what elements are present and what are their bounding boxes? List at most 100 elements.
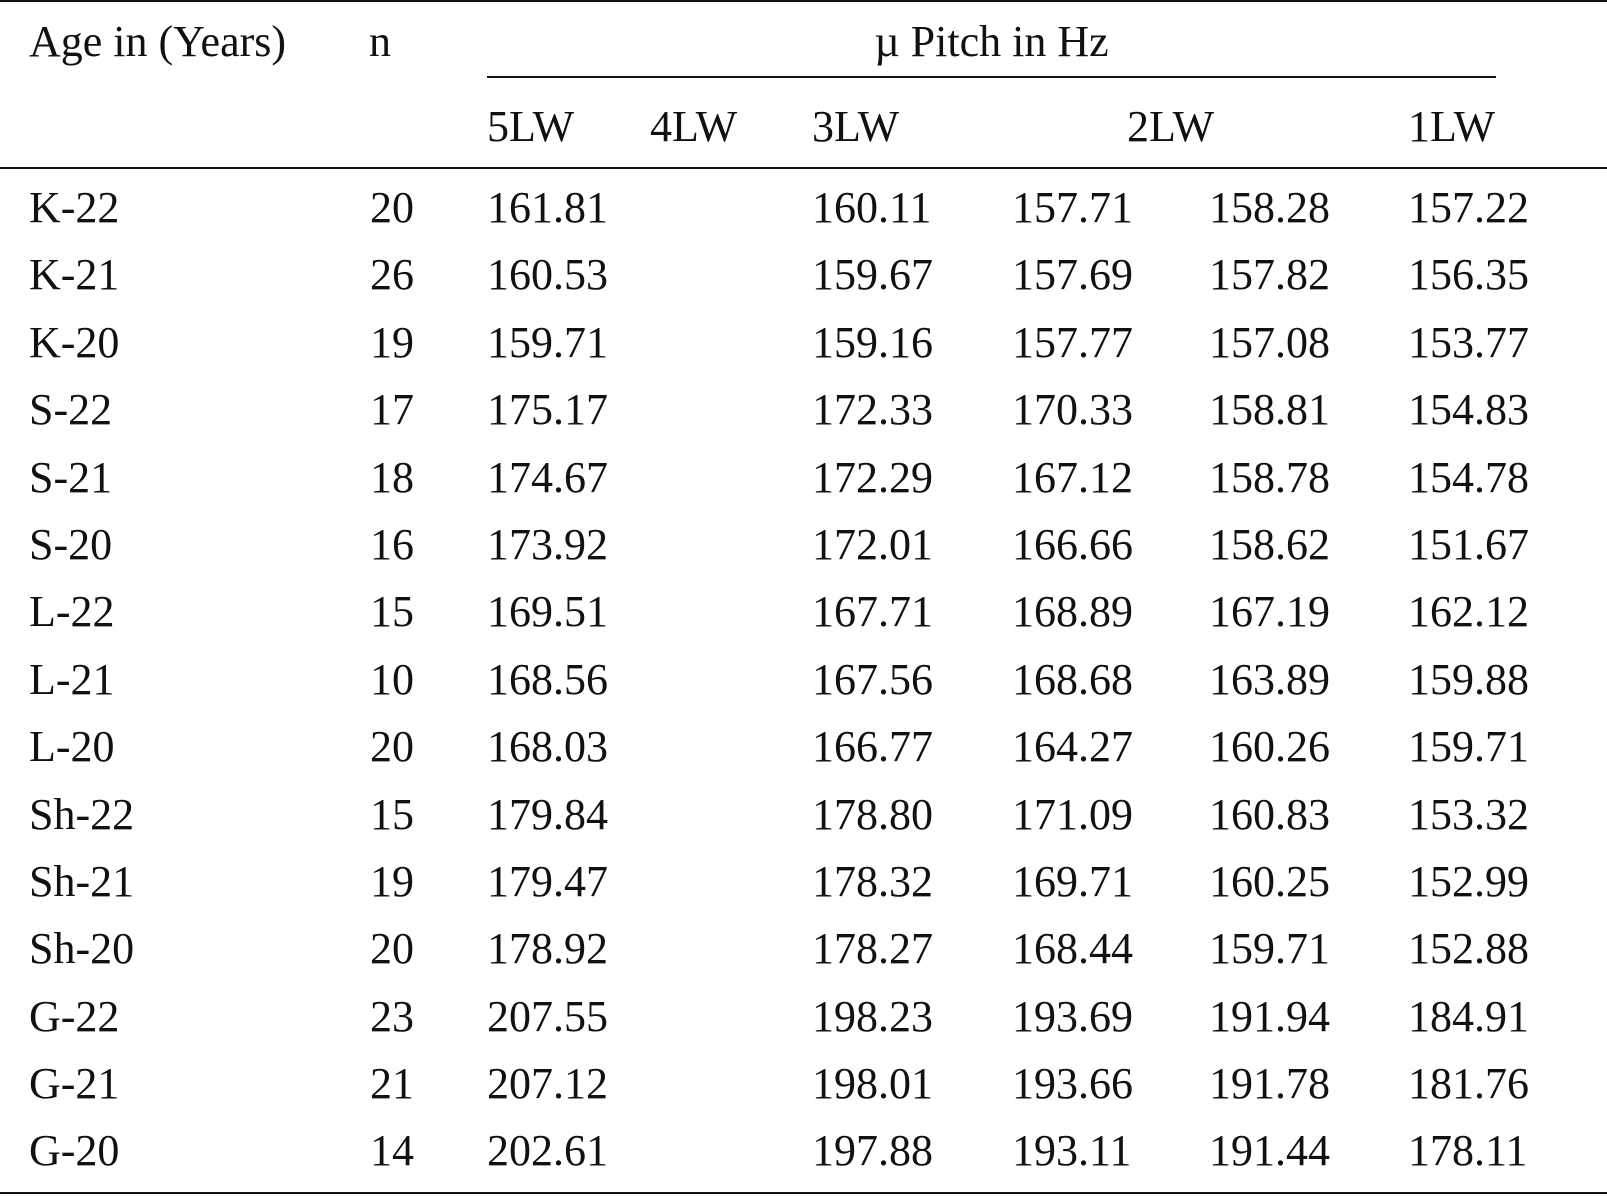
- cell-2lw-b: 158.78: [1209, 452, 1330, 502]
- header-pitch-group: µ Pitch in Hz: [874, 17, 1109, 66]
- table-row: G-22 23 207.55 198.23 193.69 191.94 184.…: [0, 989, 1607, 1056]
- cell-1lw: 151.67: [1408, 519, 1529, 569]
- cell-2lw-b: 159.71: [1209, 924, 1330, 974]
- cell-2lw-b: 157.08: [1209, 317, 1330, 367]
- cell-3lw: 178.32: [812, 856, 933, 906]
- cell-2lw-a: 170.33: [1012, 385, 1133, 435]
- cell-3lw: 172.01: [812, 519, 933, 569]
- cell-2lw-a: 168.89: [1012, 587, 1133, 637]
- cell-5lw: 179.47: [487, 856, 608, 906]
- cell-2lw-a: 193.11: [1012, 1126, 1132, 1176]
- cell-age: K-22: [29, 183, 120, 232]
- cell-5lw: 169.51: [487, 587, 608, 637]
- cell-5lw: 168.03: [487, 722, 608, 772]
- bottom-rule: [0, 1192, 1607, 1194]
- cell-1lw: 154.78: [1408, 452, 1529, 502]
- subheader-2lw: 2LW: [1127, 102, 1215, 151]
- cell-2lw-a: 169.71: [1012, 856, 1133, 906]
- cell-2lw-b: 157.82: [1209, 250, 1330, 300]
- cell-3lw: 167.56: [812, 654, 933, 704]
- cell-n: 20: [370, 722, 414, 772]
- cell-3lw: 178.27: [812, 924, 933, 974]
- cell-n: 19: [370, 317, 414, 367]
- cell-5lw: 202.61: [487, 1126, 608, 1176]
- cell-5lw: 207.55: [487, 991, 608, 1041]
- cell-age: G-20: [29, 1126, 120, 1176]
- cell-3lw: 160.11: [812, 183, 932, 232]
- cell-2lw-b: 163.89: [1209, 654, 1330, 704]
- cell-2lw-b: 191.78: [1209, 1059, 1330, 1109]
- cell-5lw: 168.56: [487, 654, 608, 704]
- subheader-4lw: 4LW: [650, 102, 738, 151]
- subheader-1lw: 1LW: [1408, 102, 1496, 151]
- table-row: L-21 10 168.56 167.56 168.68 163.89 159.…: [0, 652, 1607, 719]
- cell-n: 18: [370, 452, 414, 502]
- table-row: S-22 17 175.17 172.33 170.33 158.81 154.…: [0, 382, 1607, 449]
- cell-5lw: 160.53: [487, 250, 608, 300]
- cell-2lw-b: 191.44: [1209, 1126, 1330, 1176]
- subheader-5lw: 5LW: [487, 102, 575, 151]
- cell-2lw-a: 193.66: [1012, 1059, 1133, 1109]
- cell-2lw-a: 157.71: [1012, 183, 1133, 232]
- cell-n: 16: [370, 519, 414, 569]
- header-rule: [0, 167, 1607, 169]
- cell-age: L-22: [29, 587, 115, 637]
- cell-age: G-22: [29, 991, 120, 1041]
- header-n: n: [369, 17, 391, 66]
- cell-1lw: 184.91: [1408, 991, 1529, 1041]
- table-row: L-22 15 169.51 167.71 168.89 167.19 162.…: [0, 584, 1607, 651]
- cell-2lw-b: 158.62: [1209, 519, 1330, 569]
- cell-2lw-a: 193.69: [1012, 991, 1133, 1041]
- cell-age: Sh-21: [29, 856, 135, 906]
- cell-age: K-21: [29, 250, 120, 300]
- cell-1lw: 181.76: [1408, 1059, 1529, 1109]
- cell-3lw: 178.80: [812, 789, 933, 839]
- table-row: G-21 21 207.12 198.01 193.66 191.78 181.…: [0, 1056, 1607, 1123]
- table-row: L-20 20 168.03 166.77 164.27 160.26 159.…: [0, 719, 1607, 786]
- cell-1lw: 153.77: [1408, 317, 1529, 367]
- cell-3lw: 198.01: [812, 1059, 933, 1109]
- cell-2lw-a: 168.44: [1012, 924, 1133, 974]
- cell-age: L-21: [29, 654, 115, 704]
- cell-age: G-21: [29, 1059, 120, 1109]
- cell-3lw: 172.29: [812, 452, 933, 502]
- cell-n: 26: [370, 250, 414, 300]
- cell-5lw: 159.71: [487, 317, 608, 367]
- cell-3lw: 166.77: [812, 722, 933, 772]
- cell-3lw: 167.71: [812, 587, 933, 637]
- cell-5lw: 161.81: [487, 183, 608, 232]
- cell-2lw-b: 158.28: [1209, 183, 1330, 232]
- cell-2lw-b: 191.94: [1209, 991, 1330, 1041]
- cell-n: 15: [370, 789, 414, 839]
- cell-1lw: 159.71: [1408, 722, 1529, 772]
- cell-n: 10: [370, 654, 414, 704]
- cell-2lw-a: 171.09: [1012, 789, 1133, 839]
- cell-age: Sh-20: [29, 924, 135, 974]
- table-row: Sh-22 15 179.84 178.80 171.09 160.83 153…: [0, 787, 1607, 854]
- table-row: Sh-21 19 179.47 178.32 169.71 160.25 152…: [0, 854, 1607, 921]
- table-row: Sh-20 20 178.92 178.27 168.44 159.71 152…: [0, 921, 1607, 988]
- cell-5lw: 173.92: [487, 519, 608, 569]
- cell-age: S-21: [29, 452, 113, 502]
- cell-1lw: 162.12: [1408, 587, 1529, 637]
- cell-2lw-b: 160.26: [1209, 722, 1330, 772]
- cell-2lw-b: 160.83: [1209, 789, 1330, 839]
- subheader-3lw: 3LW: [812, 102, 900, 151]
- cell-3lw: 172.33: [812, 385, 933, 435]
- cell-1lw: 178.11: [1408, 1126, 1528, 1176]
- cell-1lw: 154.83: [1408, 385, 1529, 435]
- cell-1lw: 157.22: [1408, 183, 1529, 232]
- cell-5lw: 174.67: [487, 452, 608, 502]
- cell-age: Sh-22: [29, 789, 135, 839]
- cell-n: 17: [370, 385, 414, 435]
- cell-n: 21: [370, 1059, 414, 1109]
- cell-n: 20: [370, 924, 414, 974]
- cell-5lw: 207.12: [487, 1059, 608, 1109]
- table-row: K-22 20 161.81 160.11 157.71 158.28 157.…: [0, 180, 1607, 247]
- cell-age: S-22: [29, 385, 113, 435]
- table-row: K-20 19 159.71 159.16 157.77 157.08 153.…: [0, 315, 1607, 382]
- cell-2lw-b: 158.81: [1209, 385, 1330, 435]
- cell-2lw-a: 164.27: [1012, 722, 1133, 772]
- cell-5lw: 175.17: [487, 385, 608, 435]
